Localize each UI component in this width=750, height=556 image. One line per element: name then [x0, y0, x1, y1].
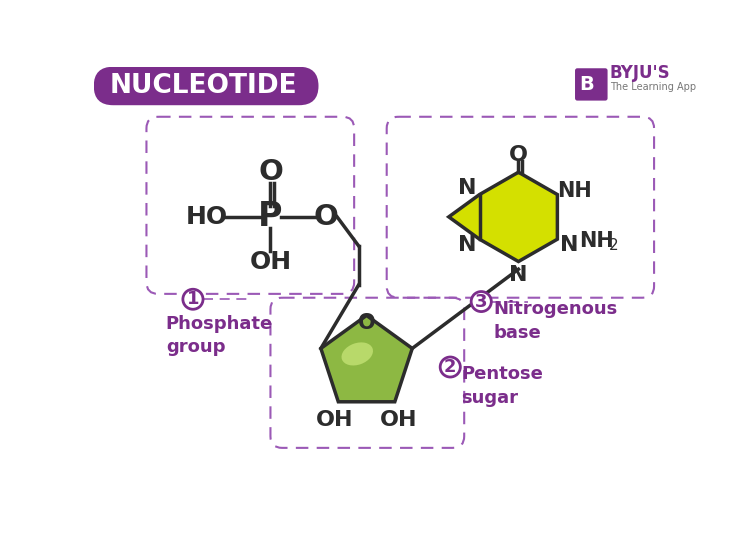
Text: N: N: [458, 178, 476, 198]
Text: Pentose
sugar: Pentose sugar: [461, 365, 543, 407]
Text: O: O: [358, 313, 375, 333]
Text: BYJU'S: BYJU'S: [610, 64, 670, 82]
Circle shape: [440, 357, 460, 377]
Text: 1: 1: [187, 290, 200, 308]
Text: N: N: [458, 235, 476, 255]
Text: O: O: [509, 145, 528, 165]
Text: 2: 2: [444, 358, 457, 376]
Text: N: N: [509, 265, 528, 285]
Text: NH: NH: [579, 231, 614, 251]
FancyBboxPatch shape: [575, 68, 608, 101]
Text: NH: NH: [557, 181, 592, 201]
Polygon shape: [448, 172, 557, 261]
Circle shape: [183, 289, 203, 309]
Ellipse shape: [341, 342, 373, 365]
Text: The Learning App: The Learning App: [610, 82, 696, 92]
Text: HO: HO: [186, 205, 228, 229]
Text: OH: OH: [250, 250, 292, 274]
Text: OH: OH: [316, 410, 353, 430]
Polygon shape: [321, 315, 413, 402]
Circle shape: [471, 291, 491, 311]
Text: O: O: [258, 158, 283, 186]
FancyBboxPatch shape: [94, 67, 319, 105]
Text: NUCLEOTIDE: NUCLEOTIDE: [110, 73, 297, 99]
Text: OH: OH: [380, 410, 418, 430]
Text: N: N: [560, 235, 578, 255]
Text: O: O: [314, 203, 339, 231]
Text: 3: 3: [475, 292, 488, 311]
Text: B: B: [579, 75, 594, 94]
Text: 2: 2: [609, 238, 619, 253]
Text: P: P: [258, 200, 283, 234]
Text: Nitrogenous
base: Nitrogenous base: [494, 300, 618, 341]
Text: Phosphate
group: Phosphate group: [166, 315, 273, 356]
